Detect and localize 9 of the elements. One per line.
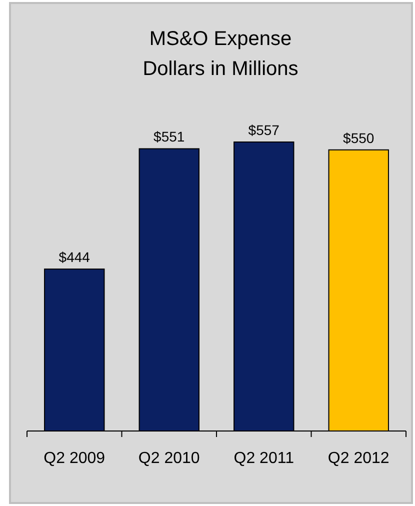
data-label: $550 (343, 130, 374, 146)
data-label: $444 (58, 249, 90, 266)
x-tick-label: Q2 2010 (138, 450, 200, 467)
data-label: $551 (154, 128, 185, 145)
x-tick-label: Q2 2012 (328, 450, 390, 467)
x-tick-label: Q2 2011 (234, 450, 294, 467)
chart-title: MS&O Expense Dollars in Millions (142, 28, 298, 80)
data-label: $557 (248, 122, 280, 138)
x-tick-label: Q2 2009 (44, 450, 106, 467)
